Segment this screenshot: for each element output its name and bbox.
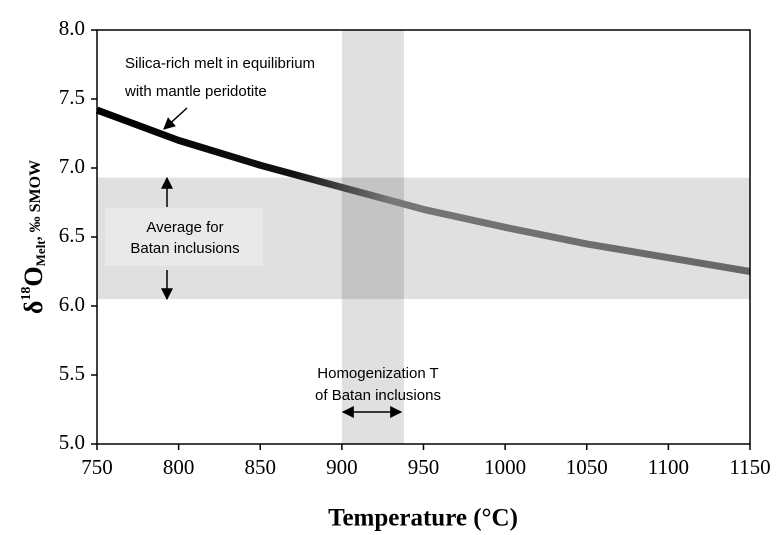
y-label-part: , ‰ SMOW [27, 160, 44, 240]
band [341, 30, 404, 444]
y-tick-label: 6.0 [59, 292, 85, 316]
x-tick-label: 900 [326, 455, 358, 479]
annotation-box [105, 208, 263, 266]
curve [95, 106, 751, 275]
x-tick-label: 1150 [729, 455, 770, 479]
x-tick-label: 800 [163, 455, 195, 479]
y-tick-label: 7.0 [59, 154, 85, 178]
annotation: with mantle peridotite [124, 83, 267, 100]
y-tick-label: 8.0 [59, 16, 85, 40]
y-label-part: O [19, 266, 48, 286]
y-tick-label: 7.5 [59, 85, 85, 109]
y-label-part: 18 [19, 287, 34, 301]
x-tick-label: 1000 [484, 455, 526, 479]
x-tick-label: 750 [81, 455, 113, 479]
x-tick-label: 950 [408, 455, 440, 479]
x-tick-label: 850 [245, 455, 277, 479]
y-label-part: Melt [33, 240, 48, 267]
x-axis-label: Temperature (°C) [328, 505, 518, 532]
y-tick-label: 6.5 [59, 223, 85, 247]
x-tick-label: 1100 [648, 455, 689, 479]
arrow [163, 107, 188, 130]
annotation: Homogenization T [317, 365, 438, 382]
annotation: of Batan inclusions [315, 387, 441, 404]
annotation: Batan inclusions [130, 240, 239, 257]
x-tick-label: 1050 [566, 455, 608, 479]
annotation: Silica-rich melt in equilibrium [125, 55, 315, 72]
annotation: Average for [146, 219, 223, 236]
y-tick-label: 5.0 [59, 430, 85, 454]
y-label-part: δ [19, 301, 48, 315]
y-tick-label: 5.5 [59, 361, 85, 385]
y-axis-label: δ18OMelt, ‰ SMOW [19, 160, 48, 314]
